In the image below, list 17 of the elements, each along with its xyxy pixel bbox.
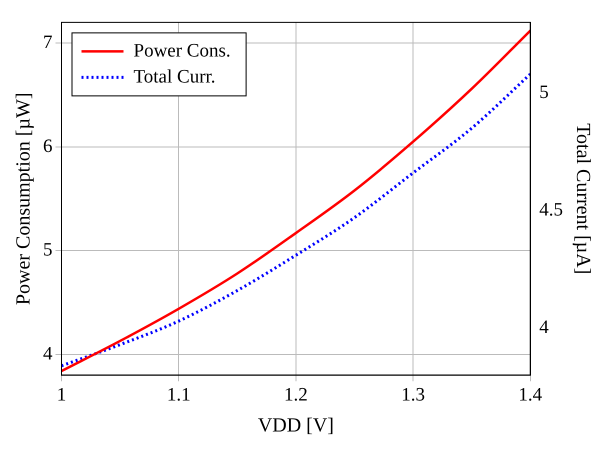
- x-tick-label: 1.2: [284, 384, 308, 406]
- y2-axis-title: Total Current [µA]: [572, 123, 594, 274]
- y-tick-label: 6: [43, 136, 52, 157]
- x-axis-title: VDD [V]: [258, 414, 334, 436]
- y2-tick-label: 4.5: [539, 200, 563, 221]
- y-tick-label: 5: [43, 240, 52, 261]
- legend-label: Total Curr.: [134, 66, 216, 88]
- y2-tick-label: 4: [539, 317, 550, 338]
- y-axis-title: Power Consumption [µW]: [12, 92, 34, 306]
- y-tick-label: 7: [43, 32, 52, 54]
- legend-label: Power Cons.: [134, 40, 231, 62]
- y2-tick-label: 5: [539, 82, 549, 103]
- x-tick-label: 1: [56, 384, 66, 406]
- x-tick-label: 1.4: [518, 384, 543, 406]
- x-tick-label: 1.1: [166, 384, 191, 406]
- x-tick-label: 1.3: [401, 384, 425, 406]
- y-tick-label: 4: [43, 343, 53, 364]
